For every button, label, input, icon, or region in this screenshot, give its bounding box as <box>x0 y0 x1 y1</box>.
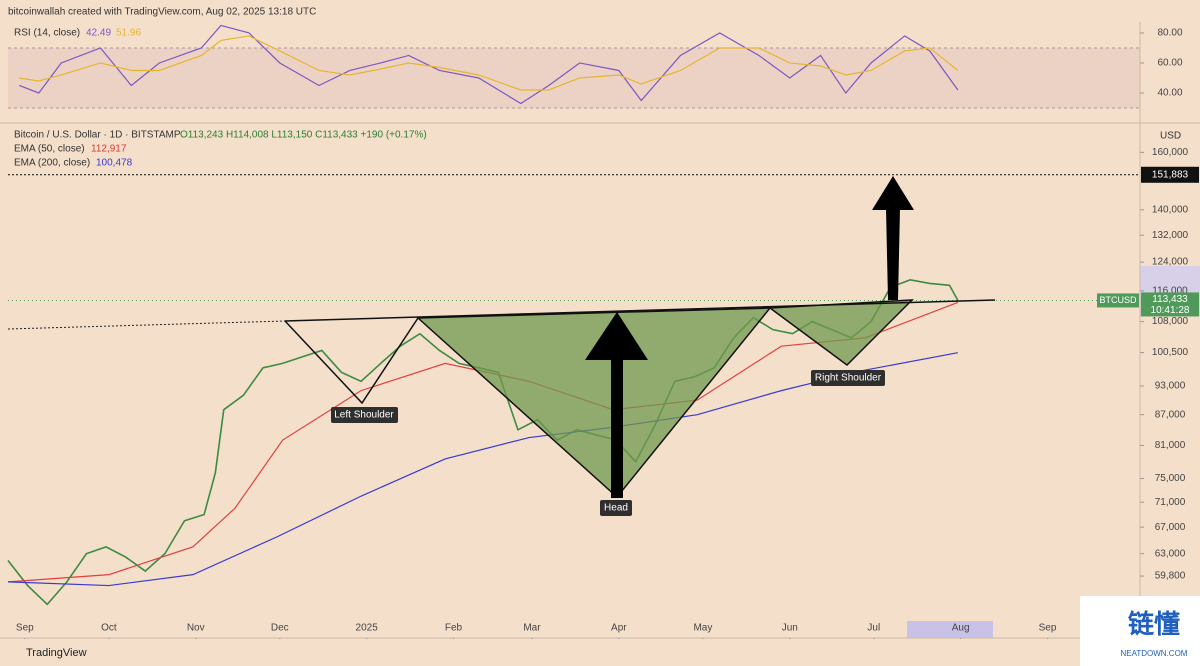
y-tick-label: 60.00 <box>1157 58 1182 69</box>
x-tick-label: Aug <box>952 623 970 634</box>
x-tick-label: Oct <box>101 623 117 634</box>
rsi-ma-value: 51.96 <box>116 28 141 39</box>
target-badge <box>1141 166 1199 183</box>
label-box <box>331 407 398 423</box>
y-tick-label: 132,000 <box>1152 230 1189 241</box>
series-line <box>7 301 959 583</box>
y-tick-label: 93,000 <box>1155 381 1186 392</box>
y-tick-label: 71,000 <box>1155 497 1186 508</box>
x-tick-label: May <box>693 623 712 634</box>
y-tick-label: 80.00 <box>1157 28 1182 39</box>
last-price-badge <box>1141 292 1199 317</box>
y-tick-label: 116,000 <box>1152 285 1188 296</box>
plot: 160,000 140,000 132,000 124,000 116,000 108,0… <box>7 24 1199 641</box>
y-tick-label: 40.00 <box>1157 88 1182 99</box>
target-label: 151,883 <box>1152 169 1189 180</box>
x-tick-label: Nov <box>187 623 205 634</box>
countdown: 10:41:28 <box>1151 305 1190 316</box>
target-arrow-head <box>872 176 914 210</box>
y-tick-label: 100,500 <box>1152 347 1189 358</box>
x-tick-label: Sep <box>16 623 34 634</box>
x-tick-label: Apr <box>611 623 627 634</box>
symbol-label: BTCUSD <box>1099 295 1137 305</box>
x-tick-label: Feb <box>445 623 463 634</box>
pattern-label: Head <box>604 503 628 514</box>
head-arrow-head <box>585 312 648 360</box>
pattern-label: Right Shoulder <box>815 373 882 384</box>
y-tick-label: 87,000 <box>1155 409 1186 420</box>
footer-brand: TradingView <box>26 647 87 659</box>
header-credit: bitcoinwallah created with TradingView.c… <box>8 7 316 18</box>
x-tick-label: Mar <box>523 623 541 634</box>
pattern: Left Shoulder Head Right Shoulder <box>7 176 996 516</box>
symbol-name: Bitcoin / U.S. Dollar · 1D · BITSTAMP <box>14 130 181 141</box>
ema50-value: 112,917 <box>91 144 127 155</box>
neckline <box>284 299 996 322</box>
y-tick-label: 160,000 <box>1152 147 1189 158</box>
last-price-label: 113,433 <box>1152 294 1188 305</box>
watermark-box <box>1080 596 1200 666</box>
head-arrow-shaft <box>611 358 623 498</box>
y-tick-label: 124,000 <box>1152 257 1189 268</box>
ema200-value: 100,478 <box>96 158 133 169</box>
series-line <box>19 35 959 91</box>
rsi-band <box>8 48 1140 108</box>
label-box <box>600 500 632 516</box>
watermark-url: NEATDOWN.COM <box>1121 649 1188 658</box>
price-legend: Bitcoin / U.S. Dollar · 1D · BITSTAMP O1… <box>14 130 427 169</box>
currency: USD <box>1160 131 1181 142</box>
x-tick-label: Jul <box>867 623 880 634</box>
rsi-value: 42.49 <box>86 28 111 39</box>
pattern-label: Left Shoulder <box>334 410 394 421</box>
series-line <box>18 24 959 105</box>
x-tick-label: Sep <box>1039 623 1057 634</box>
y-tick-label: 81,000 <box>1155 440 1186 451</box>
y-tick-label: 59,800 <box>1155 571 1186 582</box>
head-shape <box>416 307 772 499</box>
y-tick-label: 140,000 <box>1152 204 1189 215</box>
y-tick-label: 67,000 <box>1155 522 1186 533</box>
label-box <box>811 370 885 386</box>
left-shoulder-shape <box>284 317 419 405</box>
x-tick-label: Dec <box>271 623 289 634</box>
ema200-name: EMA (200, close) <box>14 158 90 169</box>
rsi-legend: RSI (14, close) 42.49 51.96 <box>14 28 141 39</box>
target-arrow-shaft <box>886 208 900 300</box>
x-tick-label: 2025 <box>356 623 379 634</box>
rsi-name: RSI (14, close) <box>14 28 80 39</box>
ema50-name: EMA (50, close) <box>14 144 85 155</box>
watermark: 链懂 <box>1128 609 1180 639</box>
date-range-highlight <box>907 621 993 638</box>
symbol-badge <box>1097 293 1139 308</box>
footer <box>0 639 1200 666</box>
ohlc-values: O113,243 H114,008 L113,150 C113,433 +190… <box>180 130 427 141</box>
y-tick-label: 63,000 <box>1155 548 1186 559</box>
y-tick-label: 75,000 <box>1155 473 1186 484</box>
y-tick-label: 108,000 <box>1152 316 1189 327</box>
series-line <box>7 352 958 587</box>
x-tick-label: Jun <box>782 623 798 634</box>
